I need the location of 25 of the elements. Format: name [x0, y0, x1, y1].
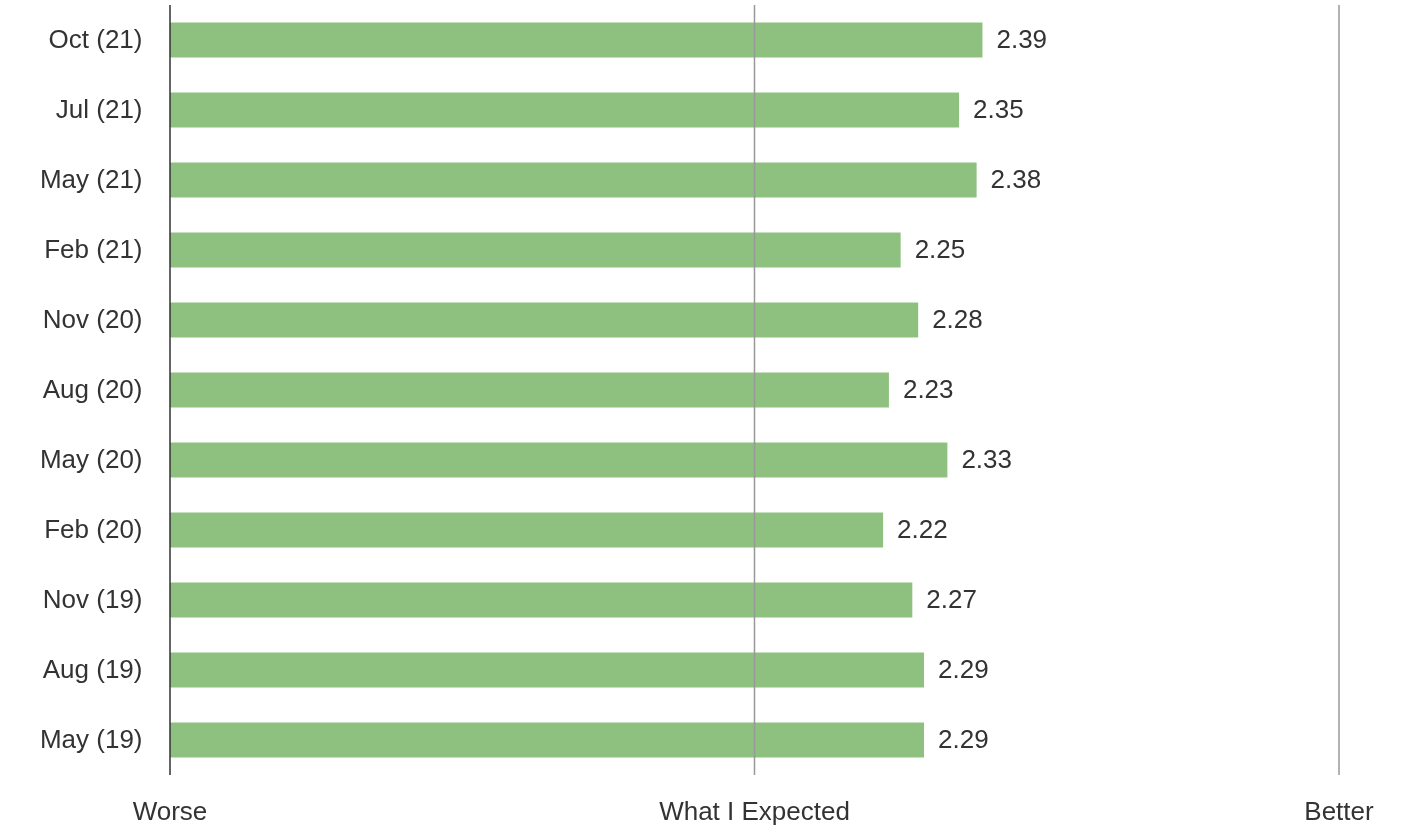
data-label: 2.29: [938, 654, 989, 684]
ref-line-label: Worse: [132, 796, 208, 826]
data-label: 2.22: [897, 514, 948, 544]
y-tick-label: Jul (21): [55, 94, 143, 124]
data-label: 2.29: [938, 724, 989, 754]
y-tick-label: Oct (21): [48, 24, 143, 54]
y-tick-label: Nov (20): [42, 304, 143, 334]
data-label: 2.33: [961, 444, 1012, 474]
ref-line-label: Better: [1304, 796, 1375, 826]
data-label: 2.39: [996, 24, 1048, 54]
ref-line-label: What I Expected: [659, 796, 850, 826]
y-tick-label: Aug (20): [42, 374, 143, 404]
data-label: 2.25: [914, 234, 966, 264]
data-label: 2.27: [926, 584, 977, 614]
y-tick-label: May (20): [39, 444, 143, 474]
y-tick-label: Feb (21): [44, 234, 143, 264]
y-tick-label: Feb (20): [44, 514, 143, 544]
data-label: 2.38: [990, 164, 1042, 194]
y-tick-label: May (19): [39, 724, 143, 754]
data-label: 2.28: [932, 304, 983, 334]
y-tick-label: Nov (19): [42, 584, 143, 614]
y-tick-label: Aug (19): [42, 654, 143, 684]
y-tick-label: May (21): [39, 164, 143, 194]
data-label: 2.23: [902, 374, 954, 404]
data-label: 2.35: [973, 94, 1024, 124]
